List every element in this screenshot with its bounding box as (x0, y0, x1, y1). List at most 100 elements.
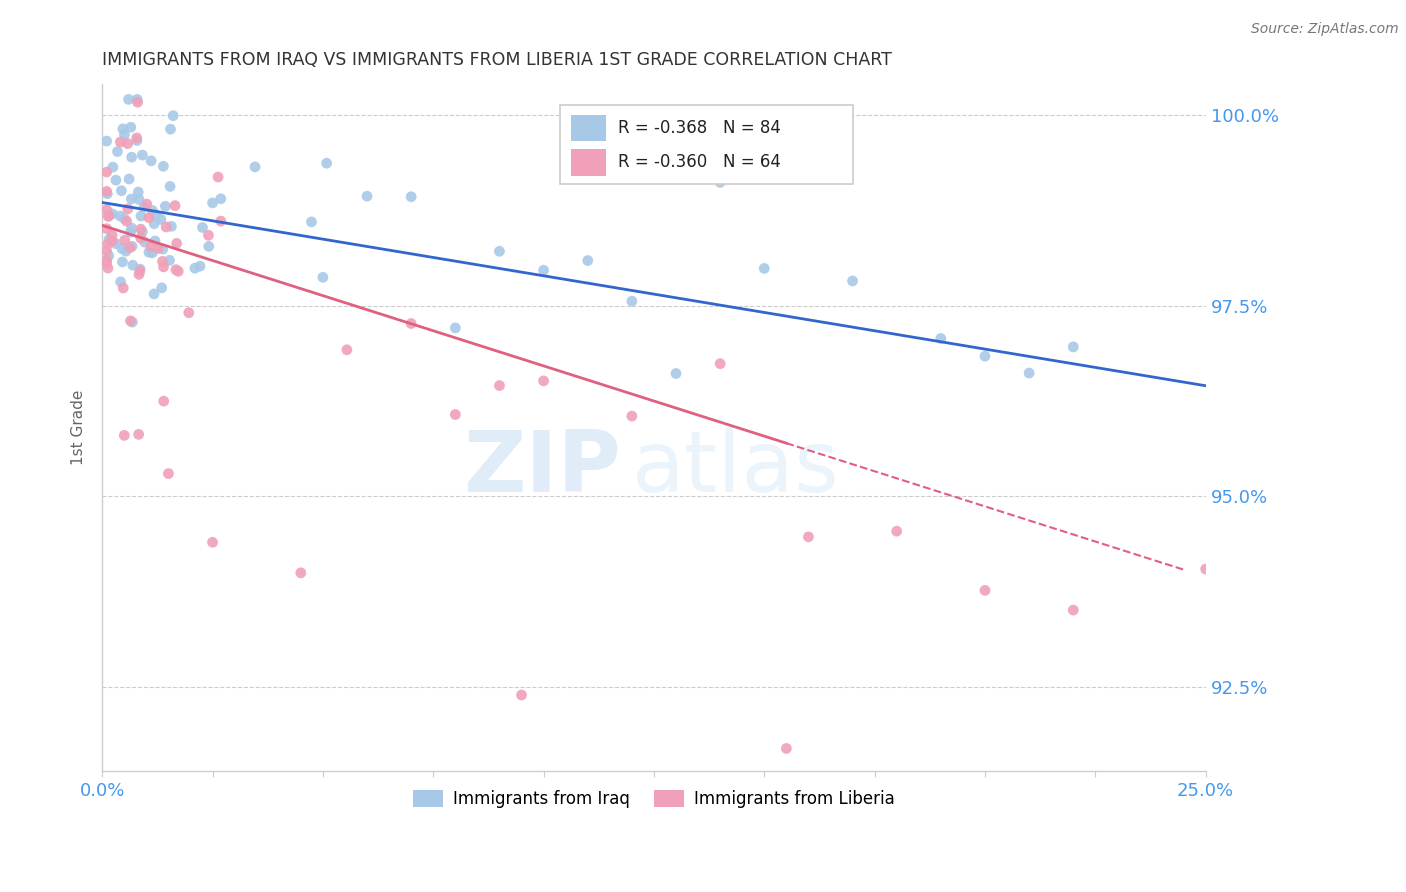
Point (1062, 603, 1084, 617)
Point (312, 270, 335, 285)
Point (138, 245, 160, 260)
Point (1062, 340, 1084, 354)
Point (488, 244, 510, 259)
Point (576, 253, 599, 268)
Text: Source: ZipAtlas.com: Source: ZipAtlas.com (1251, 22, 1399, 37)
Point (120, 225, 142, 239)
Legend: Immigrants from Iraq, Immigrants from Liberia: Immigrants from Iraq, Immigrants from Li… (406, 783, 901, 814)
Point (128, 193, 150, 207)
Point (112, 281, 135, 295)
Point (841, 274, 863, 288)
Point (166, 236, 188, 251)
Point (96, 221, 118, 235)
Point (101, 234, 124, 248)
Point (155, 219, 177, 234)
Text: IMMIGRANTS FROM IRAQ VS IMMIGRANTS FROM LIBERIA 1ST GRADE CORRELATION CHART: IMMIGRANTS FROM IRAQ VS IMMIGRANTS FROM … (103, 51, 891, 69)
Point (533, 263, 555, 277)
Point (96, 244, 118, 258)
Point (243, 160, 266, 174)
Point (141, 245, 163, 260)
Point (184, 261, 207, 276)
Point (160, 219, 183, 234)
Point (131, 148, 153, 162)
Point (111, 121, 134, 136)
Point (110, 184, 132, 198)
Point (533, 374, 555, 388)
Point (143, 287, 166, 301)
Point (97, 210, 120, 224)
Point (1195, 562, 1218, 576)
Text: atlas: atlas (631, 427, 839, 510)
Point (775, 741, 797, 756)
Point (290, 566, 312, 580)
Point (97, 236, 120, 251)
Point (145, 208, 167, 222)
Point (111, 242, 134, 256)
Point (96, 253, 118, 268)
Point (159, 253, 181, 268)
Point (129, 231, 152, 245)
Point (120, 314, 142, 328)
Point (121, 239, 143, 253)
Point (886, 524, 908, 538)
Point (152, 260, 174, 274)
Point (143, 217, 166, 231)
Point (141, 203, 163, 218)
FancyBboxPatch shape (571, 115, 606, 141)
Point (118, 172, 141, 186)
Point (510, 688, 533, 702)
Point (127, 92, 149, 106)
Point (96, 256, 118, 270)
Point (201, 535, 224, 549)
Point (165, 262, 187, 277)
Point (163, 199, 186, 213)
Point (197, 228, 219, 243)
Point (96, 134, 118, 148)
Point (117, 136, 139, 151)
Point (96, 202, 118, 217)
Point (114, 128, 136, 142)
Point (152, 394, 174, 409)
Point (146, 242, 169, 256)
FancyBboxPatch shape (571, 150, 606, 176)
Point (143, 234, 166, 248)
Point (107, 145, 129, 159)
Point (121, 315, 143, 329)
Point (96, 186, 118, 201)
Point (98, 232, 121, 246)
Point (134, 235, 156, 249)
Point (141, 153, 163, 168)
Point (152, 254, 174, 268)
Point (111, 255, 134, 269)
Point (129, 222, 152, 236)
Point (444, 321, 467, 335)
Point (131, 225, 153, 239)
Point (929, 331, 952, 345)
Point (108, 209, 131, 223)
Point (115, 244, 138, 259)
Point (209, 214, 232, 228)
Point (117, 92, 139, 106)
Point (96, 165, 118, 179)
Point (127, 95, 149, 110)
Point (191, 220, 214, 235)
Point (132, 200, 155, 214)
Point (115, 214, 138, 228)
Point (356, 189, 378, 203)
Point (207, 169, 229, 184)
Point (444, 408, 467, 422)
Point (101, 207, 124, 221)
Point (974, 583, 997, 598)
Point (974, 349, 997, 363)
Point (620, 409, 643, 423)
Point (129, 209, 152, 223)
Point (488, 378, 510, 392)
Point (301, 215, 323, 229)
Point (96, 185, 118, 199)
Point (797, 530, 820, 544)
Y-axis label: 1st Grade: 1st Grade (72, 390, 86, 466)
Point (152, 159, 174, 173)
Point (110, 275, 132, 289)
Text: R = -0.360   N = 64: R = -0.360 N = 64 (617, 153, 780, 171)
Point (128, 264, 150, 278)
